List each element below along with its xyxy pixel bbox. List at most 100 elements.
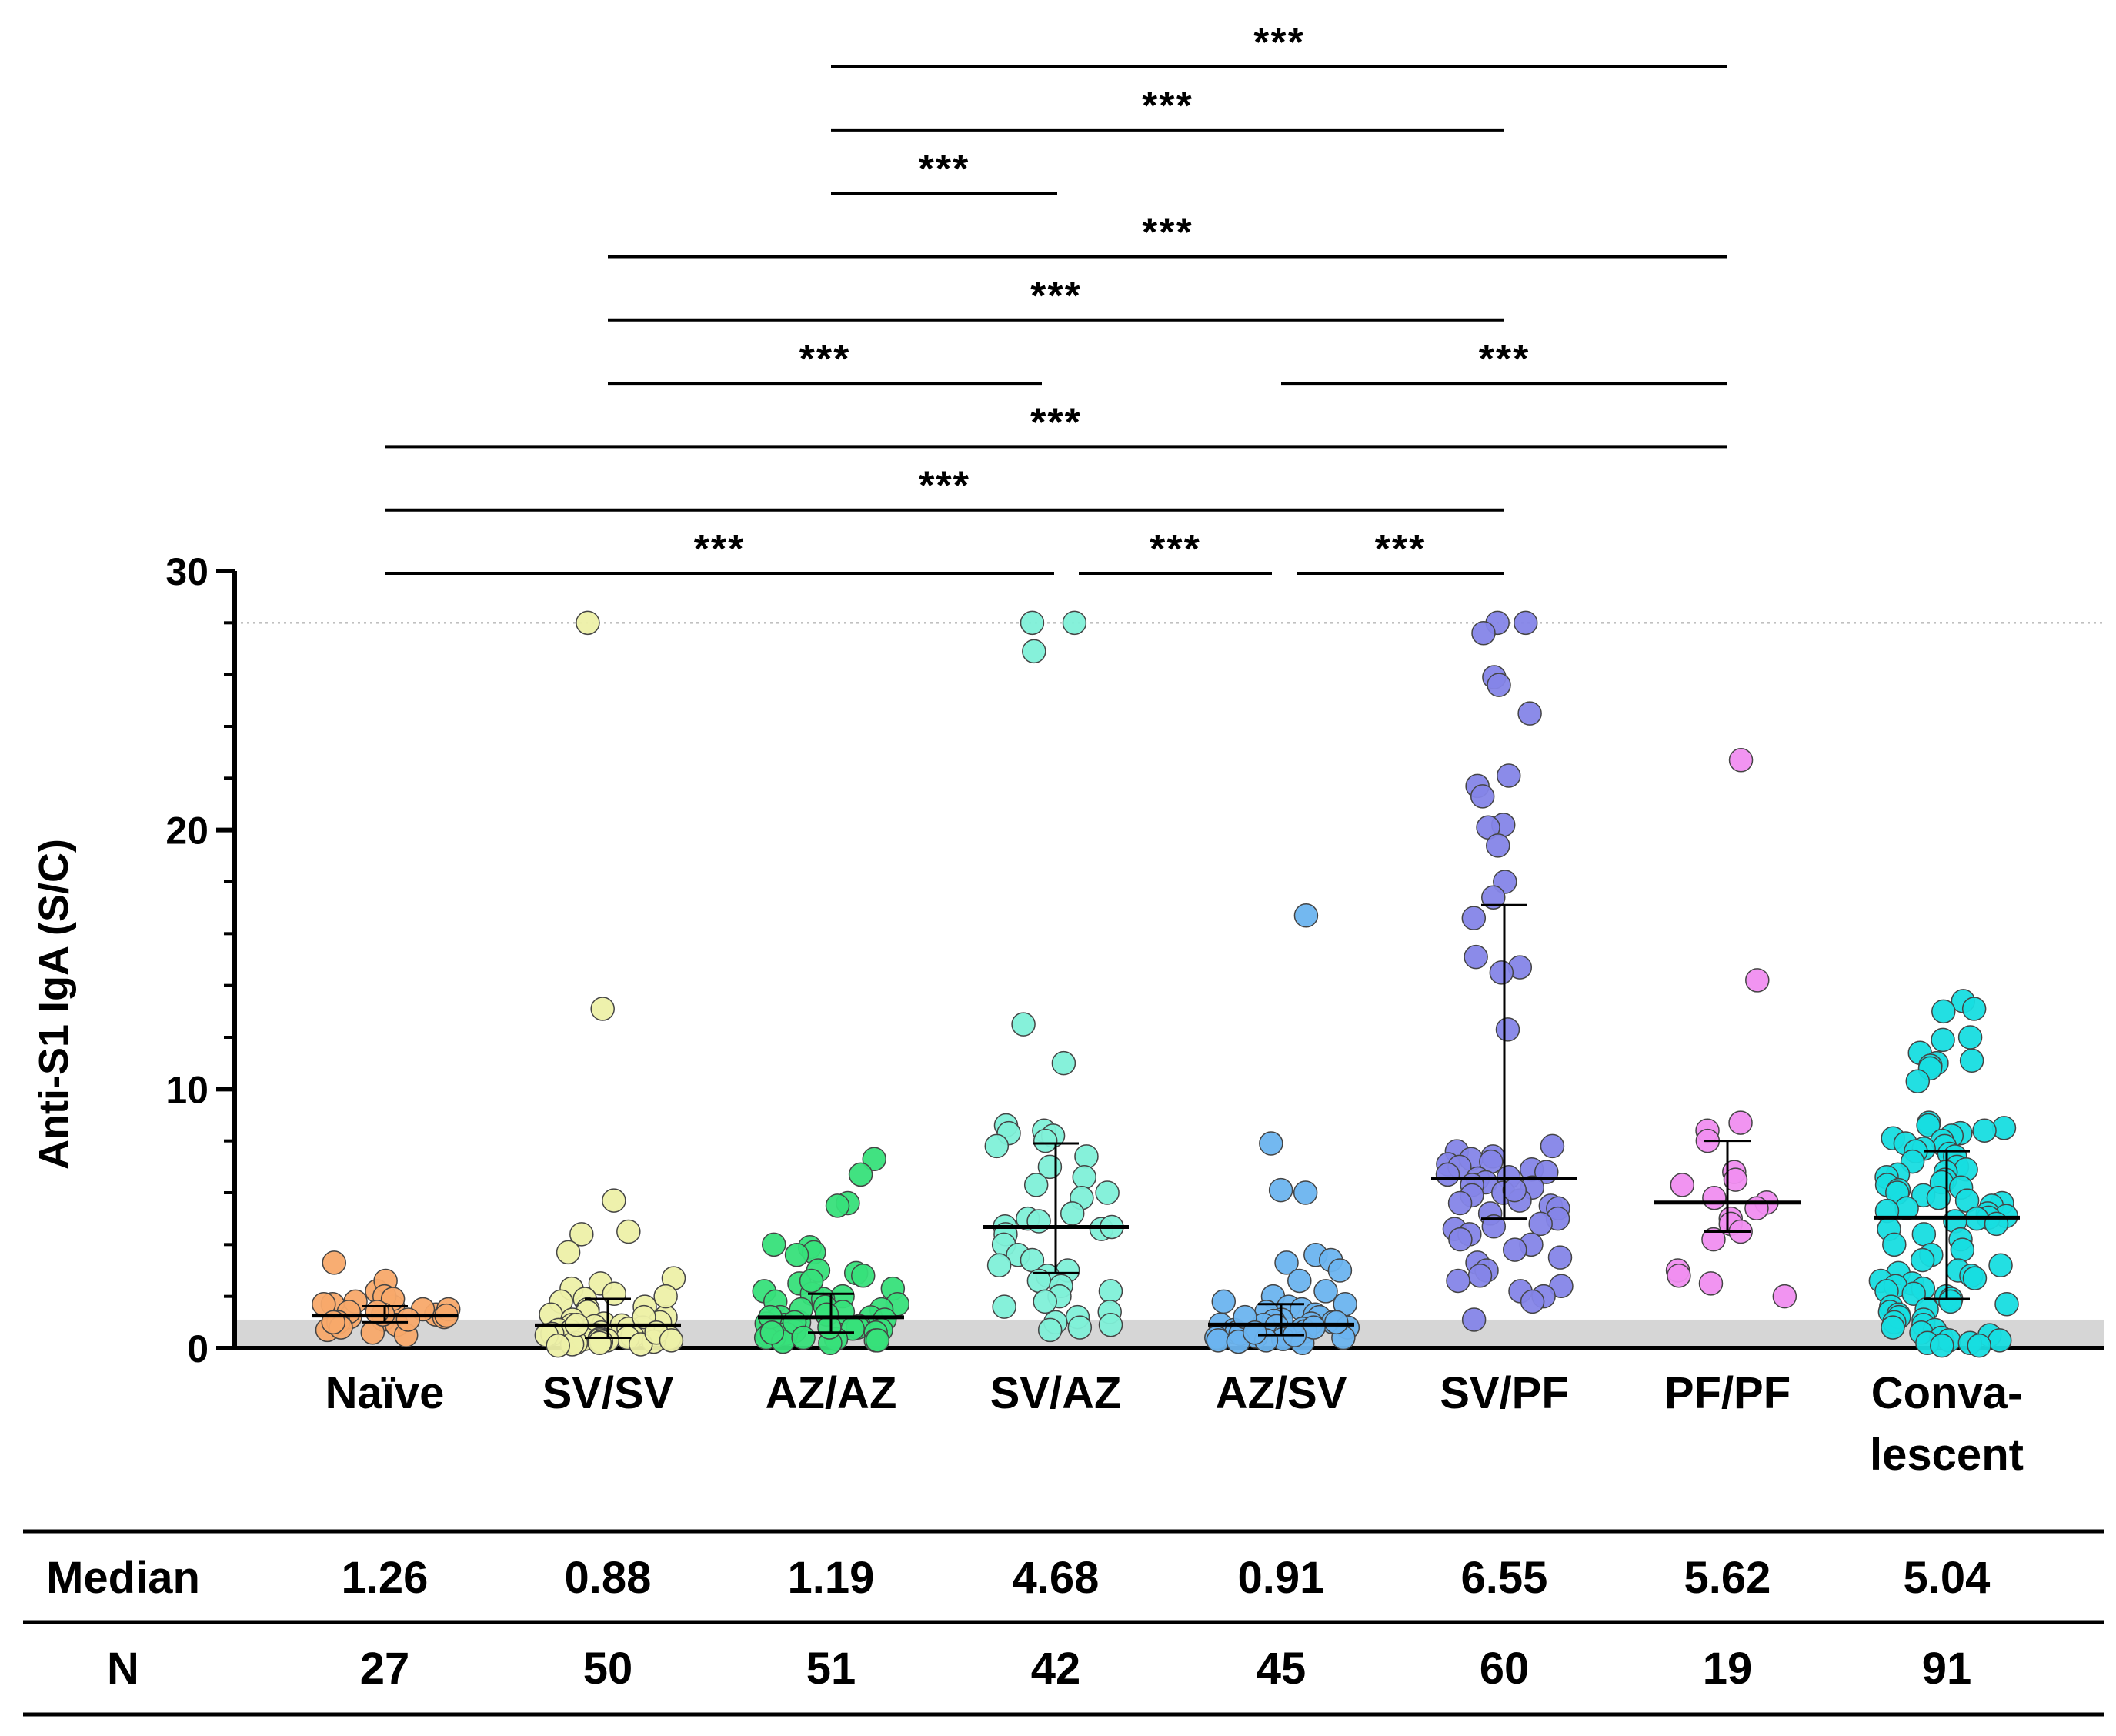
data-point (322, 1250, 347, 1275)
data-point (1967, 1333, 1991, 1358)
data-point (1496, 763, 1521, 788)
data-point (1327, 1258, 1353, 1283)
data-point (1972, 1118, 1997, 1143)
data-point (1772, 1284, 1797, 1309)
y-tick-label: 20 (165, 810, 209, 853)
significance-label: *** (1142, 84, 1193, 129)
data-point (1988, 1253, 2013, 1278)
category-label: AZ/AZ (766, 1368, 897, 1418)
y-axis-title: Anti-S1 IgA (S/C) (31, 839, 77, 1170)
data-point (1023, 1173, 1049, 1197)
significance-label: *** (1253, 21, 1305, 65)
data-point (1206, 1328, 1230, 1353)
data-point (1957, 1025, 1983, 1050)
data-point (653, 1284, 678, 1309)
y-tick-label: 0 (187, 1327, 209, 1370)
data-point (865, 1328, 890, 1353)
data-point (1502, 1177, 1527, 1203)
data-point (759, 1320, 785, 1345)
data-point (1744, 1196, 1769, 1220)
data-point (1095, 1180, 1120, 1205)
significance-brackets: *** *** *** *** *** *** *** *** *** *** *** *** (385, 21, 1727, 575)
data-point (784, 1243, 809, 1267)
data-point (1905, 1069, 1931, 1093)
category-label: Conva- (1871, 1368, 2023, 1418)
data-point (1033, 1289, 1057, 1314)
table-cell: 19 (1703, 1644, 1753, 1694)
data-point (1959, 1048, 1984, 1073)
data-point (1448, 1227, 1473, 1252)
category-label: SV/PF (1440, 1368, 1569, 1418)
table-cell: 45 (1257, 1644, 1307, 1694)
data-point (1938, 1289, 1963, 1314)
data-point (1447, 1190, 1473, 1216)
data-point (1287, 1268, 1312, 1294)
data-point (1961, 997, 1987, 1021)
table-cell: 42 (1031, 1644, 1081, 1694)
category-label: Naïve (325, 1368, 445, 1418)
table-cell: 60 (1480, 1644, 1530, 1694)
data-point (1728, 1110, 1753, 1135)
significance-label: *** (694, 527, 746, 572)
data-point (1882, 1232, 1907, 1257)
data-point (791, 1325, 816, 1350)
data-point (1060, 1201, 1085, 1226)
data-point (1268, 1177, 1293, 1203)
data-point (1988, 1328, 2012, 1353)
data-point (1022, 639, 1046, 664)
data-point (1911, 1222, 1937, 1247)
data-point (1481, 885, 1506, 910)
summary-table: Median 1.26 0.88 1.19 4.68 0.91 6.55 5.62 5.04 N 2… (23, 1529, 2104, 1717)
data-point (1698, 1271, 1724, 1296)
significance-label: *** (1479, 337, 1530, 382)
data-point (1243, 1320, 1267, 1345)
data-point (1723, 1167, 1748, 1192)
table-cell: 91 (1922, 1644, 1972, 1694)
data-point (984, 1133, 1010, 1159)
table-row-label: Median (46, 1553, 200, 1603)
data-point (590, 997, 615, 1021)
category-label: AZ/SV (1216, 1368, 1347, 1418)
data-point (395, 1307, 421, 1332)
y-tick-label: 30 (165, 550, 209, 593)
data-point (1464, 944, 1488, 970)
data-point (848, 1162, 873, 1187)
data-point (986, 1253, 1012, 1278)
data-point (1931, 1027, 1955, 1053)
data-point (851, 1263, 876, 1288)
cutoff-band (235, 1319, 2104, 1348)
data-point (1701, 1227, 1726, 1252)
group-points-8 (1868, 989, 2019, 1358)
category-label: PF/PF (1664, 1368, 1791, 1418)
data-point (1211, 1289, 1237, 1314)
data-point (616, 1219, 641, 1244)
table-cell: 1.19 (788, 1553, 875, 1603)
significance-label: *** (919, 464, 970, 509)
significance-label: *** (799, 337, 851, 382)
data-point (1547, 1245, 1573, 1270)
table-cell: 50 (583, 1644, 633, 1694)
data-point (1517, 701, 1542, 726)
data-point (1495, 1017, 1520, 1042)
table-cell: 6.55 (1461, 1553, 1548, 1603)
data-point (1324, 1310, 1349, 1335)
data-point (1489, 960, 1514, 985)
data-point (1528, 1211, 1553, 1237)
data-point (1481, 1214, 1507, 1239)
data-point (1930, 1333, 1954, 1358)
category-labels: Naïve SV/SV AZ/AZ SV/AZ AZ/SV SV/PF PF/PF Conva… (325, 1368, 2024, 1480)
median-iqr-bars (312, 903, 2020, 1340)
data-point (1901, 1281, 1926, 1307)
category-label: SV/AZ (990, 1368, 1122, 1418)
data-point (1513, 610, 1538, 636)
table-cell: 0.88 (565, 1553, 652, 1603)
data-point (1074, 1144, 1099, 1169)
significance-label: *** (1142, 211, 1193, 255)
data-point (546, 1333, 570, 1358)
data-point (1293, 903, 1319, 928)
data-point (1274, 1250, 1299, 1275)
data-point (1062, 610, 1087, 636)
data-point (1487, 673, 1511, 697)
